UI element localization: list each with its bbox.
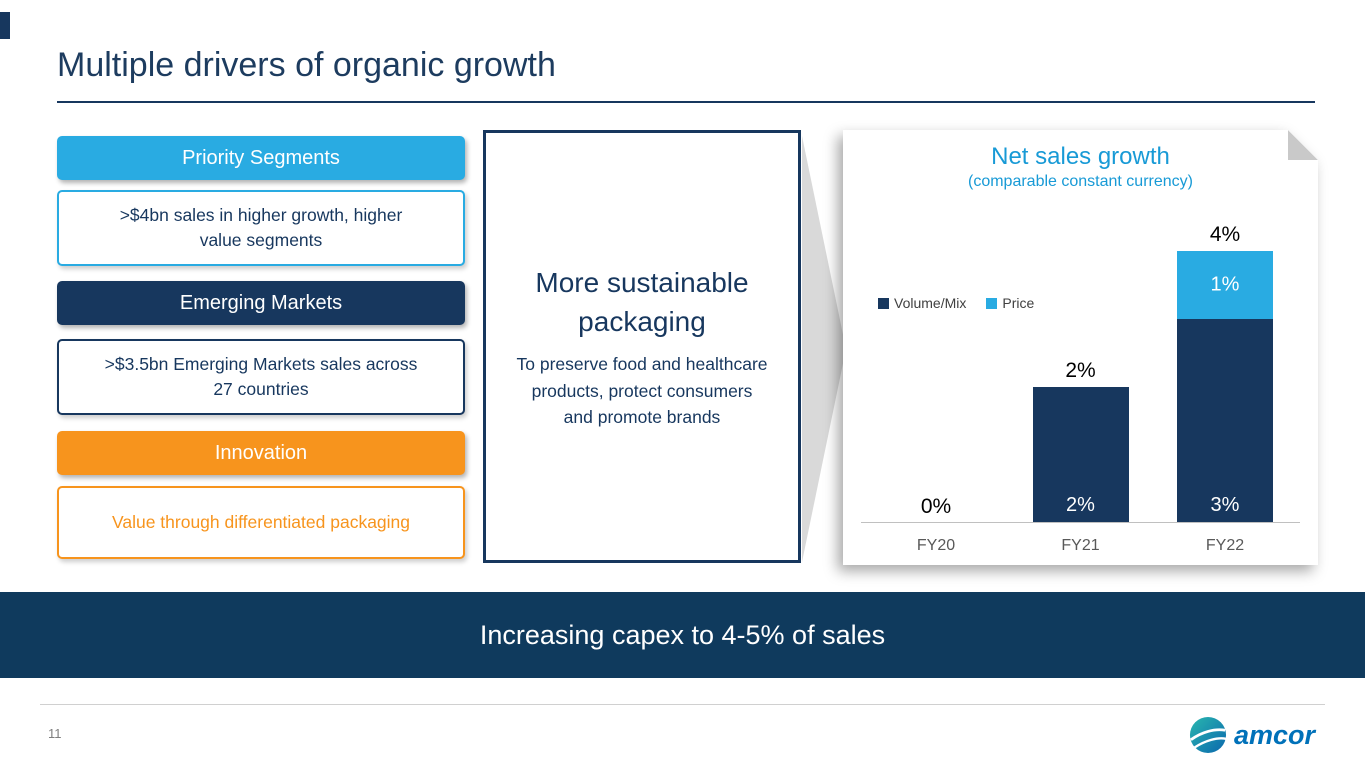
priority-segments-header: Priority Segments [57,136,465,180]
sustainable-packaging-box: More sustainable packaging To preserve f… [483,130,801,563]
sustainable-packaging-heading: More sustainable packaging [535,266,749,338]
legend-item-volume-mix: Volume/Mix [878,295,966,311]
axis-label-fy21: FY21 [1061,537,1100,554]
bar-fy21: 2% [1033,387,1129,523]
page-number: 11 [48,726,62,741]
innovation-detail: Value through differentiated packaging [57,486,465,559]
legend-label-volume-mix: Volume/Mix [894,295,967,311]
connector-arrow-icon [802,136,846,562]
emerging-markets-header: Emerging Markets [57,281,465,325]
slide-title: Multiple drivers of organic growth [57,46,556,84]
net-sales-chart-card: Net sales growth (comparable constant cu… [843,130,1318,565]
amcor-logo: amcor [1189,716,1315,754]
total-label-fy22: 4% [1209,223,1241,246]
capex-banner: Increasing capex to 4-5% of sales [0,592,1365,678]
footer-divider [40,704,1325,705]
bar-fy22: 3% 1% [1177,251,1273,523]
emerging-markets-detail: >$3.5bn Emerging Markets sales across 27… [57,339,465,415]
price-swatch-icon [986,298,997,309]
volume-mix-swatch-icon [878,298,889,309]
amcor-logo-icon [1189,716,1227,754]
title-divider [57,101,1315,103]
bar-segment-volume-fy21: 2% [1033,387,1129,523]
chart-subtitle: (comparable constant currency) [968,173,1193,190]
bar-segment-price-fy22: 1% [1177,251,1273,319]
folded-corner-icon [1288,130,1318,160]
innovation-header: Innovation [57,431,465,475]
axis-label-fy22: FY22 [1205,537,1245,554]
chart-title: Net sales growth [991,143,1170,170]
bar-chart-plot: 0% FY20 2% 2% FY21 [861,218,1300,523]
chart-column-fy21: 2% 2% FY21 [1026,218,1136,523]
priority-segments-detail: >$4bn sales in higher growth, higher val… [57,190,465,266]
legend-label-price: Price [1002,295,1035,311]
slide-accent-bar [0,12,10,39]
chart-column-fy20: 0% FY20 [881,218,991,523]
total-label-fy20: 0% [920,495,952,518]
axis-label-fy20: FY20 [916,537,956,554]
chart-column-fy22: 4% 3% 1% FY22 [1170,218,1280,523]
amcor-wordmark: amcor [1233,719,1315,750]
x-axis-line [861,522,1300,523]
chart-legend: Volume/Mix Price [878,295,1034,311]
legend-item-price: Price [986,295,1034,311]
total-label-fy21: 2% [1065,359,1096,382]
sustainable-packaging-body: To preserve food and healthcare products… [516,354,768,427]
bar-segment-volume-fy22: 3% [1177,319,1273,523]
